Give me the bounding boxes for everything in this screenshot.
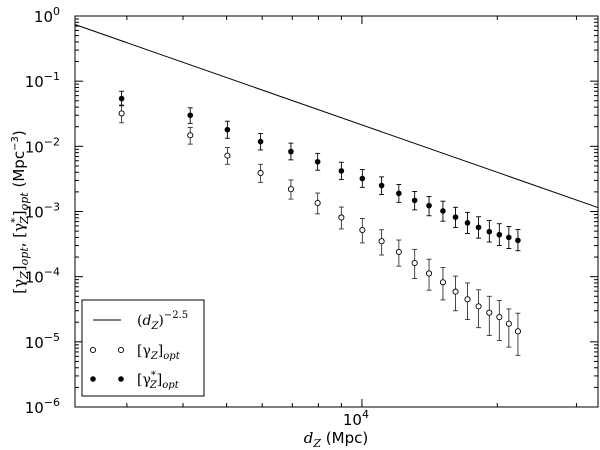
data-point-open <box>257 169 264 177</box>
power-law-line <box>74 24 599 209</box>
data-point-open <box>486 309 493 316</box>
data-point-filled <box>475 224 482 231</box>
data-point-open <box>514 328 521 335</box>
legend-filled-swatch-1 <box>90 376 96 382</box>
series-gamma-open <box>118 104 521 356</box>
minor-ticks <box>75 16 598 407</box>
legend-label-filled: [γ* Z]opt <box>137 370 180 391</box>
major-ticks <box>75 15 598 408</box>
series-layer <box>74 24 599 356</box>
y-tick-label: 100 <box>34 5 60 26</box>
data-point-filled <box>118 95 125 102</box>
legend-open-swatch-2 <box>117 346 125 354</box>
data-point-open <box>359 226 366 234</box>
legend-box <box>81 299 205 397</box>
data-point-filled <box>187 112 194 119</box>
tick-labels: 100 10−1 10−2 10−3 10−4 10−5 10−6 104 <box>25 5 369 429</box>
data-point-filled <box>396 190 402 197</box>
data-point-open <box>411 259 418 267</box>
data-point-open <box>439 279 446 286</box>
data-point-open <box>395 248 402 255</box>
data-point-filled <box>224 126 231 133</box>
data-point-filled <box>378 182 385 189</box>
y-tick-label: 10−3 <box>25 201 60 222</box>
y-tick-label: 10−6 <box>25 396 60 417</box>
data-point-filled <box>506 234 512 241</box>
legend-open-swatch-1 <box>89 346 97 354</box>
data-point-open <box>505 320 512 327</box>
data-point-filled <box>464 220 471 226</box>
y-tick-label: 10−2 <box>25 135 60 156</box>
data-point-filled <box>411 197 418 204</box>
data-point-open <box>464 296 471 303</box>
y-tick-label: 10−5 <box>25 331 60 352</box>
y-tick-label: 10−1 <box>25 70 60 91</box>
data-point-filled <box>452 214 459 220</box>
data-point-open <box>425 270 433 277</box>
series-gamma-star-filled <box>118 90 521 252</box>
x-tick-label: 104 <box>343 408 369 429</box>
legend-filled-swatch-2 <box>118 376 124 382</box>
data-point-filled <box>486 228 493 235</box>
data-point-open <box>314 199 321 207</box>
data-point-filled <box>496 231 503 238</box>
y-axis-label: [γZ]opt, [γ*Z]opt (Mpc−3) <box>10 130 31 293</box>
data-point-open <box>475 303 482 310</box>
data-point-filled <box>359 175 366 182</box>
y-tick-label: 10−4 <box>25 266 60 287</box>
data-point-filled <box>314 158 321 165</box>
data-point-open <box>287 186 294 193</box>
data-point-open <box>224 152 231 159</box>
x-axis-label: dZ (Mpc) <box>304 429 368 450</box>
data-point-open <box>378 238 385 245</box>
data-point-open <box>187 132 194 139</box>
legend: (dZ)−2.5 [γZ]opt [γ* Z]opt <box>81 299 205 397</box>
data-point-open <box>496 314 503 321</box>
data-point-filled <box>515 237 521 244</box>
data-point-filled <box>257 138 264 145</box>
data-point-filled <box>426 202 432 209</box>
data-point-filled <box>288 148 294 155</box>
legend-label-line: (dZ)−2.5 <box>137 310 188 332</box>
data-point-open <box>118 110 125 117</box>
data-point-filled <box>338 168 345 174</box>
data-point-open <box>338 214 345 221</box>
legend-label-open: [γZ]opt <box>137 343 181 362</box>
data-point-filled <box>440 208 446 214</box>
data-point-open <box>452 288 459 295</box>
